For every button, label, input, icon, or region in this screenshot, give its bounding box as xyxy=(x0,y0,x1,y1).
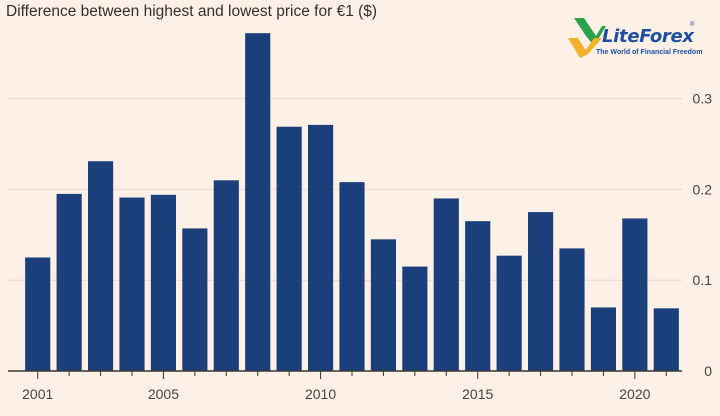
logo-tagline: The World of Financial Freedom xyxy=(596,49,703,56)
bar xyxy=(402,266,428,371)
bar xyxy=(590,307,616,371)
liteforex-logo: LiteForex ® The World of Financial Freed… xyxy=(566,16,716,62)
logo-registered-mark: ® xyxy=(690,22,695,28)
bar xyxy=(182,228,208,371)
bar xyxy=(150,194,176,371)
bar xyxy=(339,182,365,371)
x-tick-label: 2010 xyxy=(305,386,336,402)
bar xyxy=(370,239,396,371)
y-tick-label: 0.3 xyxy=(693,91,713,107)
y-tick-label: 0 xyxy=(704,363,712,379)
logo-mark-icon xyxy=(568,18,606,58)
logo-brand-text: LiteForex xyxy=(602,26,694,47)
bar xyxy=(528,212,554,371)
chart-title: Difference between highest and lowest pr… xyxy=(6,3,378,20)
bar xyxy=(25,257,51,371)
bar xyxy=(56,193,82,371)
x-tick-label: 2015 xyxy=(462,386,493,402)
bar xyxy=(622,218,648,371)
bar xyxy=(308,124,334,371)
bar xyxy=(213,180,239,371)
bar xyxy=(433,198,459,371)
bar xyxy=(119,197,145,371)
bar xyxy=(88,161,114,371)
y-tick-label: 0.2 xyxy=(693,181,713,197)
bar xyxy=(653,308,679,371)
bar xyxy=(245,33,271,372)
bar xyxy=(276,126,302,371)
x-tick-label: 2001 xyxy=(22,386,53,402)
x-tick-label: 2005 xyxy=(148,386,179,402)
y-tick-label: 0.1 xyxy=(693,272,713,288)
x-tick-label: 2020 xyxy=(619,386,650,402)
bar xyxy=(559,248,585,371)
bar xyxy=(496,255,522,371)
bar xyxy=(465,221,491,371)
